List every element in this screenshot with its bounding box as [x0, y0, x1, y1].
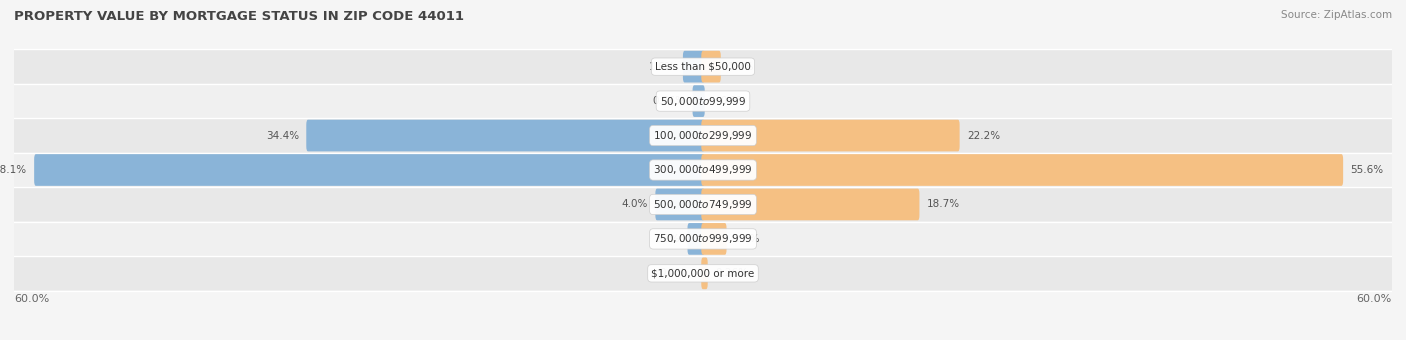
Text: 0.76%: 0.76% [652, 96, 685, 106]
Text: 0.0%: 0.0% [659, 268, 686, 278]
FancyBboxPatch shape [702, 223, 727, 255]
FancyBboxPatch shape [307, 120, 704, 151]
FancyBboxPatch shape [14, 222, 1392, 256]
Text: 58.1%: 58.1% [0, 165, 27, 175]
Text: Source: ZipAtlas.com: Source: ZipAtlas.com [1281, 10, 1392, 20]
Text: 1.2%: 1.2% [654, 234, 681, 244]
Text: 60.0%: 60.0% [14, 294, 49, 304]
FancyBboxPatch shape [14, 49, 1392, 84]
Text: 18.7%: 18.7% [927, 200, 960, 209]
FancyBboxPatch shape [14, 84, 1392, 118]
Text: $500,000 to $749,999: $500,000 to $749,999 [654, 198, 752, 211]
Text: 60.0%: 60.0% [1357, 294, 1392, 304]
FancyBboxPatch shape [14, 153, 1392, 187]
Text: 0.0%: 0.0% [720, 96, 747, 106]
Text: 1.4%: 1.4% [728, 62, 755, 72]
FancyBboxPatch shape [14, 256, 1392, 291]
Text: 1.9%: 1.9% [734, 234, 761, 244]
FancyBboxPatch shape [702, 257, 707, 289]
FancyBboxPatch shape [34, 154, 704, 186]
Text: 1.6%: 1.6% [650, 62, 675, 72]
FancyBboxPatch shape [702, 51, 721, 83]
Text: $50,000 to $99,999: $50,000 to $99,999 [659, 95, 747, 107]
Text: $100,000 to $299,999: $100,000 to $299,999 [654, 129, 752, 142]
FancyBboxPatch shape [14, 187, 1392, 222]
Text: 0.26%: 0.26% [716, 268, 748, 278]
Text: 55.6%: 55.6% [1351, 165, 1384, 175]
Text: 4.0%: 4.0% [621, 200, 648, 209]
FancyBboxPatch shape [655, 189, 704, 220]
Text: 34.4%: 34.4% [266, 131, 299, 140]
Text: 22.2%: 22.2% [967, 131, 1000, 140]
FancyBboxPatch shape [14, 118, 1392, 153]
FancyBboxPatch shape [688, 223, 704, 255]
FancyBboxPatch shape [702, 120, 960, 151]
FancyBboxPatch shape [702, 189, 920, 220]
Text: PROPERTY VALUE BY MORTGAGE STATUS IN ZIP CODE 44011: PROPERTY VALUE BY MORTGAGE STATUS IN ZIP… [14, 10, 464, 23]
FancyBboxPatch shape [683, 51, 704, 83]
Text: $750,000 to $999,999: $750,000 to $999,999 [654, 233, 752, 245]
Text: $1,000,000 or more: $1,000,000 or more [651, 268, 755, 278]
Text: $300,000 to $499,999: $300,000 to $499,999 [654, 164, 752, 176]
FancyBboxPatch shape [693, 85, 704, 117]
Text: Less than $50,000: Less than $50,000 [655, 62, 751, 72]
FancyBboxPatch shape [702, 154, 1343, 186]
